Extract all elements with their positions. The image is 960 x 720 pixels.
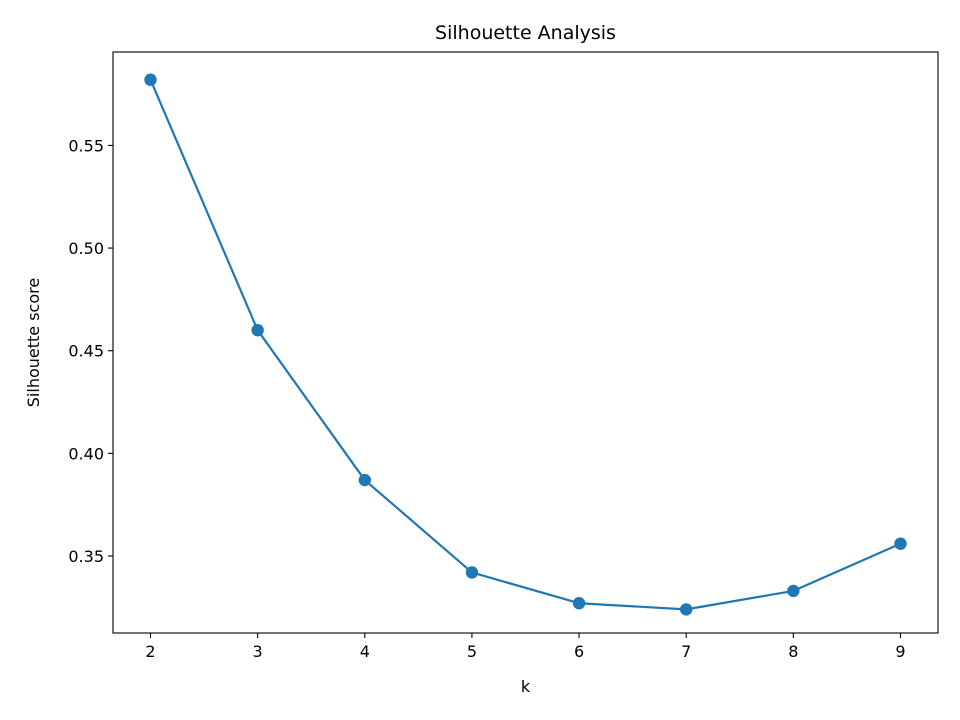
data-point-k2	[144, 73, 157, 86]
data-point-k3	[251, 323, 264, 337]
chart-title: Silhouette Analysis	[435, 22, 616, 44]
series-line	[149, 79, 901, 611]
x-tick-label: 7	[681, 642, 691, 661]
x-tick-label: 6	[574, 642, 584, 661]
y-tick-label: 0.45	[68, 342, 104, 361]
data-point-k9	[894, 537, 907, 550]
data-point-k8	[787, 584, 800, 598]
data-point-k6	[572, 597, 586, 610]
plot-layer	[144, 73, 907, 616]
x-tick-label: 8	[788, 642, 798, 661]
y-tick-label: 0.35	[68, 547, 104, 566]
y-axis-label: Silhouette score	[24, 278, 43, 407]
y-tick-label: 0.40	[68, 444, 104, 463]
x-axis: 2 3 4 5 6 7 8 9	[145, 633, 906, 661]
plot-frame	[112, 51, 939, 634]
y-tick-label: 0.55	[68, 136, 104, 155]
y-tick-label: 0.50	[68, 239, 104, 258]
y-axis: 0.35 0.40 0.45 0.50 0.55	[68, 136, 113, 566]
x-tick-label: 9	[895, 642, 905, 661]
x-tick-label: 3	[253, 642, 263, 661]
x-tick-label: 4	[360, 642, 370, 661]
data-point-k4	[358, 473, 371, 487]
x-tick-label: 2	[145, 642, 155, 661]
x-tick-label: 5	[467, 642, 477, 661]
data-point-k5	[465, 566, 479, 579]
x-axis-label: k	[521, 677, 531, 696]
data-point-k7	[680, 603, 693, 616]
